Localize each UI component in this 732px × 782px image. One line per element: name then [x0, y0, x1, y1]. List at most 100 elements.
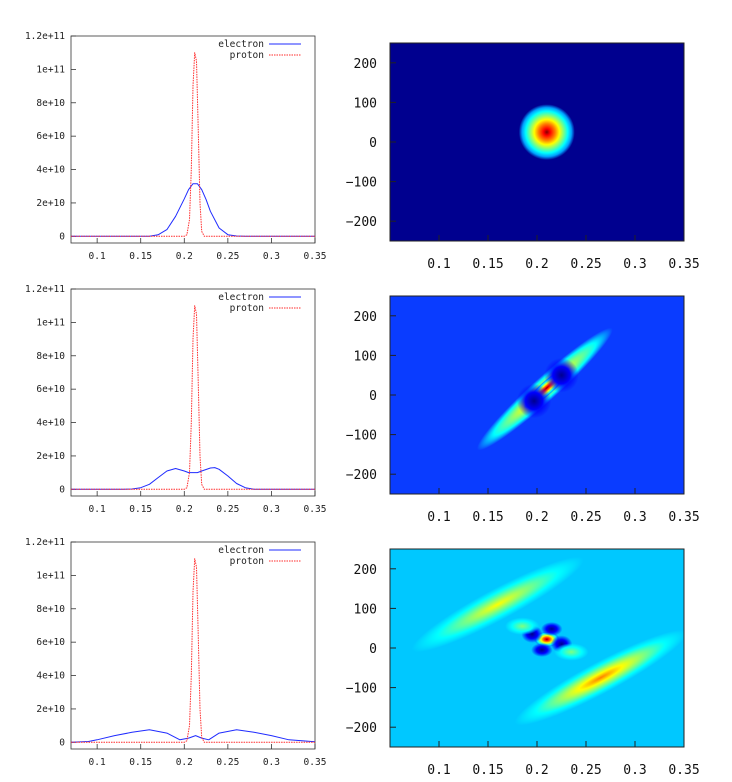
heatmap-blob: [554, 643, 589, 661]
y-tick-label: 200: [354, 310, 377, 325]
legend-label-proton: proton: [230, 303, 264, 314]
x-tick-label: 0.3: [263, 504, 280, 515]
x-tick-label: 0.35: [668, 257, 699, 272]
y-tick-label: 1.2e+11: [25, 284, 65, 295]
series-line-electron: [71, 183, 315, 237]
y-tick-label: 2e+10: [36, 451, 65, 462]
x-tick-label: 0.25: [570, 510, 601, 525]
y-tick-label: 1e+11: [36, 64, 65, 75]
y-tick-label: 1.2e+11: [25, 31, 65, 42]
heatmap-blob: [411, 556, 584, 653]
heatmap-blob: [505, 617, 540, 635]
y-tick-label: 0: [369, 389, 377, 404]
y-tick-label: 0: [59, 231, 65, 242]
x-tick-label: 0.35: [668, 510, 699, 525]
y-tick-label: −100: [346, 429, 377, 444]
x-tick-label: 0.3: [263, 757, 280, 768]
heatmap-field: [411, 556, 684, 726]
row3-heatmap-panel: 200 100 0 −100 −200 0.1 0.15 0.2 0.25 0.3 0.35: [346, 548, 700, 778]
x-tick-label: 0.25: [216, 757, 239, 768]
legend-label-electron: electron: [218, 39, 264, 50]
y-tick-label: −200: [346, 721, 377, 736]
series-line-proton: [71, 558, 315, 743]
x-tick-label: 0.3: [623, 257, 646, 272]
y-tick-label: 4e+10: [36, 418, 65, 429]
y-tick-label: 200: [354, 563, 377, 578]
panels: 0 2e+10 4e+10 6e+10 8e+10 1e+11 1.2e+11 0.1 0.15…: [25, 31, 700, 778]
row2-line-panel: 0 2e+10 4e+10 6e+10 8e+10 1e+11 1.2e+11 0.1 0.15…: [25, 284, 326, 515]
x-tick-label: 0.15: [129, 251, 152, 262]
x-tick-label: 0.1: [427, 510, 450, 525]
y-tick-label: 6e+10: [36, 637, 65, 648]
x-tick-label: 0.3: [623, 510, 646, 525]
x-tick-label: 0.2: [176, 757, 193, 768]
y-tick-label: 100: [354, 602, 377, 617]
legend-label-proton: proton: [230, 50, 264, 61]
y-tick-label: 6e+10: [36, 384, 65, 395]
series-line-proton: [71, 305, 315, 490]
row1-line-panel: 0 2e+10 4e+10 6e+10 8e+10 1e+11 1.2e+11 0.1 0.15…: [25, 31, 326, 262]
legend-label-electron: electron: [218, 545, 264, 556]
y-tick-label: 8e+10: [36, 351, 65, 362]
x-tick-label: 0.35: [304, 504, 327, 515]
x-tick-label: 0.3: [623, 763, 646, 778]
legend-label-proton: proton: [230, 556, 264, 567]
x-tick-label: 0.15: [129, 757, 152, 768]
y-tick-label: 0: [369, 642, 377, 657]
y-tick-label: −200: [346, 468, 377, 483]
y-tick-label: −100: [346, 682, 377, 697]
x-tick-label: 0.1: [427, 763, 450, 778]
x-tick-label: 0.35: [304, 757, 327, 768]
y-tick-label: 4e+10: [36, 671, 65, 682]
plot-frame: [70, 288, 316, 497]
y-tick-label: 100: [354, 96, 377, 111]
y-tick-label: 2e+10: [36, 704, 65, 715]
heatmap-blob: [516, 383, 552, 419]
row3-line-panel: 0 2e+10 4e+10 6e+10 8e+10 1e+11 1.2e+11 0.1 0.15…: [25, 537, 326, 768]
x-tick-label: 0.2: [176, 504, 193, 515]
y-tick-label: 1.2e+11: [25, 537, 65, 548]
x-tick-label: 0.25: [570, 763, 601, 778]
heatmap-blob: [531, 643, 553, 657]
x-tick-label: 0.15: [472, 257, 503, 272]
x-tick-label: 0.2: [525, 510, 548, 525]
y-tick-label: −200: [346, 215, 377, 230]
series-line-electron: [70, 729, 316, 743]
heatmap-field: [518, 104, 575, 160]
x-tick-label: 0.2: [525, 257, 548, 272]
y-tick-label: 8e+10: [36, 604, 65, 615]
y-tick-label: 0: [369, 136, 377, 151]
y-tick-label: 1e+11: [36, 570, 65, 581]
x-tick-label: 0.15: [472, 763, 503, 778]
heatmap-field: [477, 327, 613, 451]
legend-label-electron: electron: [218, 292, 264, 303]
heatmap-blob: [544, 357, 579, 393]
row1-heatmap-panel: 200 100 0 −100 −200 0.1 0.15 0.2 0.25 0.3 0.35: [346, 42, 700, 272]
y-tick-label: 0: [59, 737, 65, 748]
row2-heatmap-panel: 200 100 0 −100 −200 0.1 0.15 0.2 0.25 0.3 0.35: [346, 295, 700, 525]
series-line-electron: [71, 467, 316, 490]
plot-frame: [70, 541, 316, 750]
y-tick-label: 8e+10: [36, 98, 65, 109]
x-tick-label: 0.25: [216, 504, 239, 515]
x-tick-label: 0.2: [525, 763, 548, 778]
x-tick-label: 0.1: [89, 504, 106, 515]
y-tick-label: 100: [354, 349, 377, 364]
x-tick-label: 0.1: [427, 257, 450, 272]
heatmap-blob: [540, 622, 563, 636]
y-tick-label: 6e+10: [36, 131, 65, 142]
y-tick-label: 4e+10: [36, 165, 65, 176]
x-tick-label: 0.25: [216, 251, 239, 262]
plot-frame: [70, 35, 316, 244]
y-tick-label: 1e+11: [36, 317, 65, 328]
x-tick-label: 0.35: [304, 251, 327, 262]
x-tick-label: 0.3: [263, 251, 280, 262]
y-tick-label: 0: [59, 484, 65, 495]
x-tick-label: 0.35: [668, 763, 699, 778]
x-tick-label: 0.1: [89, 251, 106, 262]
y-tick-label: −100: [346, 176, 377, 191]
x-tick-label: 0.2: [176, 251, 193, 262]
x-tick-label: 0.15: [129, 504, 152, 515]
heatmap-blob: [518, 104, 575, 160]
